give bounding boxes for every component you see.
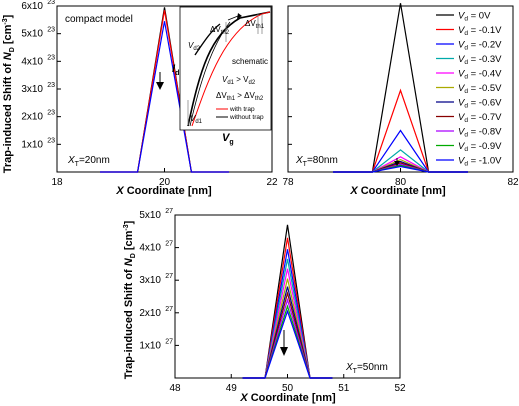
legend-label-5: Vd = -0.5V (458, 83, 502, 95)
x-tick-label-b-1: 80 (395, 177, 407, 188)
legend-label-2: Vd = -0.2V (458, 40, 502, 52)
y-tick-exp-c-0: 27 (165, 338, 173, 345)
legend-label-1: Vd = -0.1V (458, 25, 502, 37)
y-ticks-c: 1x10 27 2x10 27 3x10 27 4x10 27 5x10 27 (139, 208, 179, 351)
series-line-c-3 (242, 258, 333, 379)
y-tick-label-a-4: 5x10 (21, 29, 43, 40)
y-tick-exp-a-0: 23 (47, 137, 55, 144)
x-axis-label-c: X Coordinate [nm] (239, 392, 336, 404)
inset-legend-without-trap: without trap (229, 114, 264, 121)
legend-label-0: Vd = 0V (458, 11, 491, 23)
legend-label-9: Vd = -0.9V (458, 141, 502, 153)
inset-legend-with-trap: with trap (229, 106, 255, 113)
y-axis-label-bottom: Trap-induced Shift of ND [cm-3] (123, 220, 137, 379)
decrease-arrow-c (280, 330, 288, 356)
x-tick-label-c-4: 52 (394, 383, 406, 394)
x-tick-label-c-3: 51 (338, 383, 350, 394)
inset-condition-vd: Vd1 > Vd2 (222, 75, 256, 86)
legend-b: Vd = 0V Vd = -0.1V Vd = -0.2V Vd = -0.3V Vd … (436, 11, 502, 168)
legend-label-6: Vd = -0.6V (458, 98, 502, 110)
y-tick-exp-a-2: 23 (47, 82, 55, 89)
inset-curve-vd1 (189, 21, 231, 127)
panel-top-left: 1x10 23 2x10 23 3x10 23 4x10 23 5x10 23 6x10 23 18 2… (2, 0, 278, 197)
x-tick-label-a-2: 22 (266, 177, 278, 188)
inset-label-schematic: schematic (232, 57, 268, 66)
y-tick-exp-c-2: 27 (165, 273, 173, 280)
x-ticks-a: 18 20 22 (51, 168, 278, 188)
inset-x-axis-label: Vg (222, 132, 234, 146)
y-tick-label-a-0: 1x10 (21, 139, 43, 150)
annotation-xt-c: XT=50nm (345, 362, 388, 375)
series-group-c (242, 224, 333, 379)
y-tick-exp-a-3: 23 (47, 54, 55, 61)
y-tick-exp-c-3: 27 (165, 241, 173, 248)
inset-arrow-dvth2 (227, 15, 239, 21)
x-tick-label-c-2: 50 (282, 383, 294, 394)
series-line-c-4 (242, 268, 333, 379)
y-axis-label-top: Trap-induced Shift of ND [cm-3] (2, 14, 16, 173)
x-tick-label-b-0: 78 (282, 177, 294, 188)
legend-label-7: Vd = -0.7V (458, 112, 502, 124)
inset-curve-without-trap (187, 11, 271, 127)
inset-curve-with-trap (191, 11, 271, 127)
y-tick-label-c-4: 5x10 (139, 210, 161, 221)
x-tick-label-a-0: 18 (51, 177, 63, 188)
series-line-a-2 (100, 21, 229, 173)
x-tick-label-c-1: 49 (226, 383, 238, 394)
inset-label-vd1: Vd1 (190, 114, 203, 125)
panel-top-right: 78 80 82 XT=80nm X Coordinate [nm] Vd = 0V… (282, 3, 519, 197)
inset-curve-vd2 (194, 23, 221, 56)
inset-y-axis-label: Id (172, 63, 179, 77)
y-tick-exp-c-4: 27 (165, 208, 173, 215)
y-tick-exp-a-1: 23 (47, 110, 55, 117)
y-tick-label-c-2: 3x10 (139, 275, 161, 286)
panel-bottom: 1x10 27 2x10 27 3x10 27 4x10 27 5x10 27 48 49 50 51 5… (123, 208, 406, 404)
legend-label-8: Vd = -0.8V (458, 127, 502, 139)
series-line-b-10 (333, 165, 468, 173)
x-tick-label-a-1: 20 (159, 177, 171, 188)
x-axis-label-b: X Coordinate [nm] (349, 185, 446, 197)
decrease-arrow-a (156, 72, 164, 90)
inset-label-dvth2: ΔVth2 (210, 25, 230, 36)
inset-schematic: Vd2 ΔVth2 ΔVth1 schematic Vd1 > Vd2 ΔVth… (172, 6, 272, 146)
legend-label-10: Vd = -1.0V (458, 156, 502, 168)
series-group-b (333, 3, 468, 173)
x-axis-label-a: X Coordinate [nm] (115, 185, 212, 197)
series-line-c-9 (242, 304, 333, 379)
y-ticks-b (288, 5, 292, 145)
x-tick-label-b-2: 82 (507, 177, 519, 188)
decrease-arrow-b (394, 158, 400, 166)
y-tick-label-a-5: 6x10 (21, 1, 43, 12)
annotation-compact-model: compact model (65, 14, 133, 25)
y-tick-label-c-1: 2x10 (139, 308, 161, 319)
inset-arrow-head-dvth2 (237, 13, 242, 19)
inset-label-dvth1: ΔVth1 (245, 19, 265, 30)
y-tick-label-c-0: 1x10 (139, 340, 161, 351)
y-tick-label-c-3: 4x10 (139, 243, 161, 254)
legend-label-3: Vd = -0.3V (458, 54, 502, 66)
y-tick-label-a-3: 4x10 (21, 56, 43, 67)
x-tick-label-c-0: 48 (169, 383, 181, 394)
series-group-a (100, 7, 229, 173)
series-line-c-2 (242, 249, 333, 379)
inset-label-vd2: Vd2 (188, 41, 201, 52)
y-tick-label-a-1: 2x10 (21, 112, 43, 123)
y-tick-exp-c-1: 27 (165, 306, 173, 313)
y-tick-label-a-2: 3x10 (21, 84, 43, 95)
y-tick-exp-a-4: 23 (47, 27, 55, 34)
annotation-xt-b: XT=80nm (295, 155, 338, 168)
legend-label-4: Vd = -0.4V (458, 69, 502, 81)
y-ticks-a: 1x10 23 2x10 23 3x10 23 4x10 23 5x10 23 6x10 23 (21, 0, 61, 150)
y-tick-exp-a-5: 23 (47, 0, 55, 6)
x-ticks-c: 48 49 50 51 52 (169, 374, 406, 394)
annotation-xt-a: XT=20nm (67, 155, 110, 168)
series-line-c-10 (242, 309, 333, 379)
inset-condition-dvth: ΔVth1 > ΔVth2 (216, 91, 264, 102)
x-ticks-b: 78 80 82 (282, 168, 519, 188)
